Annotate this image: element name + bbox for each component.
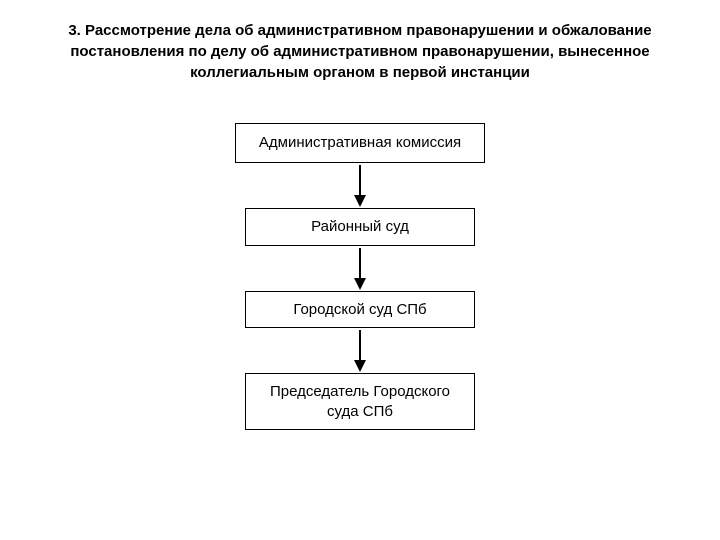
arrow-down-icon — [350, 328, 370, 373]
arrow-down-icon — [350, 163, 370, 208]
arrow-2 — [350, 246, 370, 291]
flowchart-container: Административная комиссия Районный суд Г… — [40, 123, 680, 430]
diagram-title: 3. Рассмотрение дела об административном… — [40, 20, 680, 83]
arrow-down-icon — [350, 246, 370, 291]
arrow-1 — [350, 163, 370, 208]
node-district-court: Районный суд — [245, 208, 475, 246]
node-city-court: Городской суд СПб — [245, 291, 475, 329]
node-admin-commission: Административная комиссия — [235, 123, 485, 163]
node-chairman: Председатель Городского суда СПб — [245, 373, 475, 430]
arrow-3 — [350, 328, 370, 373]
